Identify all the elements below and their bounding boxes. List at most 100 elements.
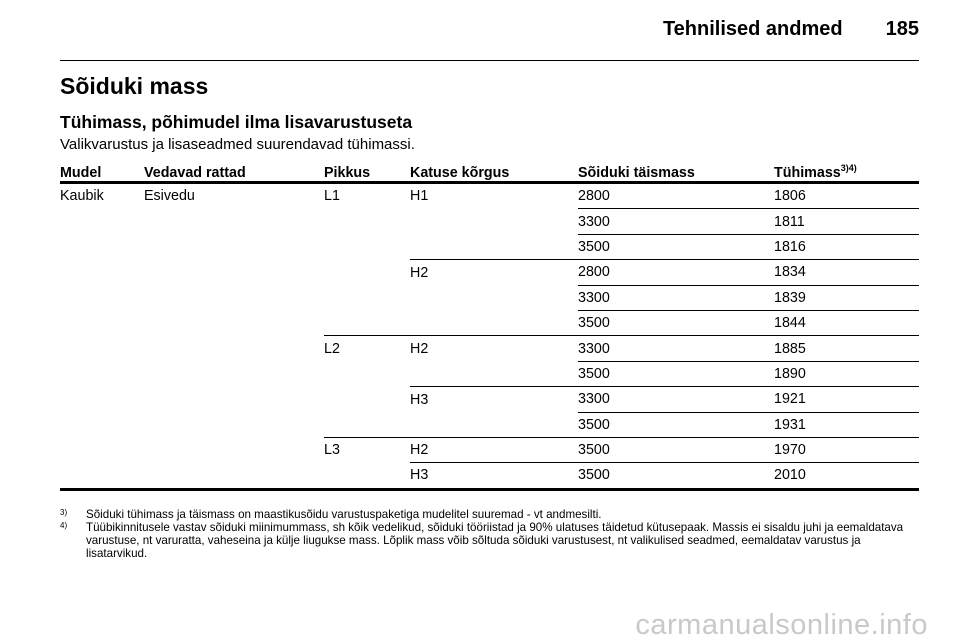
table-row: 3500 1931 — [60, 411, 919, 438]
cell-gross: 3500 — [578, 309, 774, 336]
cell-drive — [144, 310, 324, 335]
footnote-ref: 3)4) — [840, 163, 857, 173]
cell-gross: 3300 — [578, 284, 774, 311]
cell-drive — [144, 285, 324, 310]
vehicle-mass-table: Mudel Vedavad rattad Pikkus Katuse kõrgu… — [60, 160, 919, 491]
empty-mass-label: Tühimass — [774, 165, 841, 181]
intro-text: Valikvarustus ja lisaseadmed suurendavad… — [60, 136, 415, 153]
cell-roof — [410, 310, 578, 335]
cell-gross: 3500 — [578, 233, 774, 260]
cell-model — [60, 437, 144, 462]
cell-gross: 3300 — [578, 335, 774, 362]
cell-drive — [144, 260, 324, 285]
footnotes: 3) Sõiduki tühimass ja täismass on maast… — [60, 508, 919, 560]
footnote: 3) Sõiduki tühimass ja täismass on maast… — [60, 508, 919, 521]
cell-length — [324, 310, 410, 335]
cell-gross: 3500 — [578, 462, 774, 491]
cell-length: L2 — [324, 335, 410, 362]
cell-empty: 2010 — [774, 462, 919, 491]
cell-model — [60, 260, 144, 285]
cell-empty: 1970 — [774, 436, 919, 463]
cell-length — [324, 209, 410, 234]
cell-drive — [144, 437, 324, 462]
cell-gross: 3300 — [578, 208, 774, 235]
table-row: H3 3500 2010 — [60, 462, 919, 491]
table-row: L3 H2 3500 1970 — [60, 436, 919, 463]
table-row: Kaubik Esivedu L1 H1 2800 1806 — [60, 183, 919, 209]
footnote-mark: 4) — [60, 521, 68, 530]
cell-length — [324, 361, 410, 386]
cell-model — [60, 412, 144, 437]
cell-roof: H3 — [410, 462, 578, 491]
cell-drive — [144, 209, 324, 234]
cell-empty: 1839 — [774, 284, 919, 311]
cell-length: L1 — [324, 188, 340, 205]
cell-drive — [144, 412, 324, 437]
cell-empty: 1806 — [774, 188, 806, 205]
cell-drive — [144, 361, 324, 386]
cell-drive — [144, 234, 324, 259]
cell-empty: 1921 — [774, 386, 919, 413]
cell-roof: H2 — [410, 436, 578, 463]
cell-roof: H2 — [410, 335, 578, 362]
cell-model — [60, 387, 144, 412]
cell-model — [60, 310, 144, 335]
cell-roof — [410, 209, 578, 234]
cell-model — [60, 462, 144, 491]
page-number: 185 — [885, 18, 919, 40]
col-header-roof-height: Katuse kõrgus — [410, 160, 578, 184]
cell-length — [324, 285, 410, 310]
page-title: Sõiduki mass — [60, 73, 209, 99]
cell-drive — [144, 387, 324, 412]
cell-model — [60, 209, 144, 234]
cell-roof: H2 — [410, 259, 578, 286]
footnote: 4) Tüübikinnitusele vastav sõiduki miini… — [60, 521, 919, 560]
cell-model — [60, 336, 144, 361]
section-name: Tehnilised andmed — [662, 18, 843, 40]
table-header-row: Mudel Vedavad rattad Pikkus Katuse kõrgu… — [60, 160, 919, 184]
table-row: L2 H2 3300 1885 — [60, 335, 919, 362]
cell-length — [324, 462, 410, 491]
table-row: H3 3300 1921 — [60, 386, 919, 413]
cell-empty: 1816 — [774, 233, 919, 260]
cell-roof — [410, 412, 578, 437]
cell-length — [324, 260, 410, 285]
col-header-model: Mudel — [60, 160, 144, 184]
table-row: 3300 1811 — [60, 208, 919, 235]
cell-gross: 3300 — [578, 386, 774, 413]
cell-gross: 2800 — [578, 188, 610, 205]
cell-model — [60, 234, 144, 259]
cell-empty: 1890 — [774, 360, 919, 387]
cell-gross: 2800 — [578, 259, 774, 286]
cell-length — [324, 412, 410, 437]
cell-empty: 1811 — [774, 208, 919, 235]
col-header-length: Pikkus — [324, 160, 410, 184]
cell-drive — [144, 336, 324, 361]
table-row: 3300 1839 — [60, 284, 919, 311]
col-header-empty-mass: Tühimass3)4) — [774, 160, 919, 184]
cell-drive: Esivedu — [144, 188, 195, 205]
footnote-mark: 3) — [60, 508, 68, 517]
col-header-drive: Vedavad rattad — [144, 160, 324, 184]
cell-roof: H1 — [410, 188, 429, 205]
header-rule — [60, 60, 919, 61]
table-row: 3500 1844 — [60, 309, 919, 336]
cell-length: L3 — [324, 436, 410, 463]
running-header: Tehnilised andmed 185 — [663, 18, 919, 50]
table-row: 3500 1890 — [60, 360, 919, 387]
cell-empty: 1844 — [774, 309, 919, 336]
table-row: H2 2800 1834 — [60, 259, 919, 286]
cell-drive — [144, 462, 324, 491]
cell-gross: 3500 — [578, 411, 774, 438]
cell-gross: 3500 — [578, 436, 774, 463]
cell-roof — [410, 361, 578, 386]
cell-roof: H3 — [410, 386, 578, 413]
cell-gross: 3500 — [578, 360, 774, 387]
cell-empty: 1834 — [774, 259, 919, 286]
col-header-gross-mass: Sõiduki täismass — [578, 160, 774, 184]
cell-length — [324, 234, 410, 259]
cell-length — [324, 387, 410, 412]
cell-roof — [410, 234, 578, 259]
section-subtitle: Tühimass, põhimudel ilma lisavarustuseta — [60, 112, 413, 132]
